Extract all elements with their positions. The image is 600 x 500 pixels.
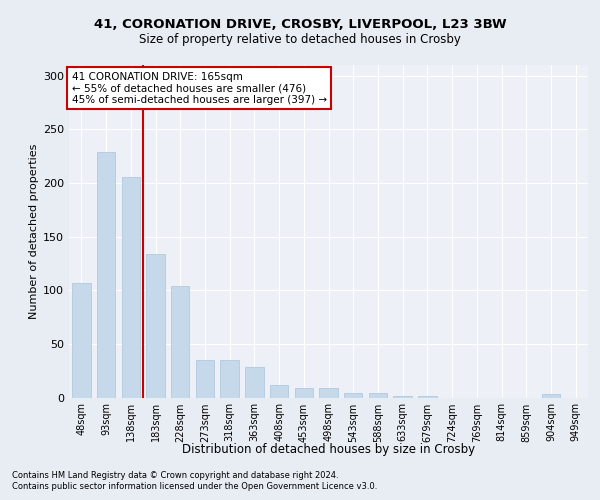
Bar [295,388,313,398]
Bar [394,396,412,398]
Text: 41 CORONATION DRIVE: 165sqm
← 55% of detached houses are smaller (476)
45% of se: 41 CORONATION DRIVE: 165sqm ← 55% of det… [71,72,327,105]
Text: Contains public sector information licensed under the Open Government Licence v3: Contains public sector information licen… [12,482,377,491]
Bar [418,396,437,398]
Text: 41, CORONATION DRIVE, CROSBY, LIVERPOOL, L23 3BW: 41, CORONATION DRIVE, CROSBY, LIVERPOOL,… [94,18,506,30]
Y-axis label: Number of detached properties: Number of detached properties [29,144,39,319]
Text: Contains HM Land Registry data © Crown copyright and database right 2024.: Contains HM Land Registry data © Crown c… [12,471,338,480]
Bar [270,384,289,398]
Bar [344,393,362,398]
Bar [196,360,214,398]
Bar [220,360,239,398]
Bar [97,152,115,398]
Bar [542,394,560,398]
Bar [245,368,263,398]
Bar [146,254,165,398]
Bar [72,282,91,398]
Text: Size of property relative to detached houses in Crosby: Size of property relative to detached ho… [139,34,461,46]
Bar [171,286,190,398]
Bar [319,388,338,398]
Text: Distribution of detached houses by size in Crosby: Distribution of detached houses by size … [182,442,475,456]
Bar [122,176,140,398]
Bar [368,393,387,398]
